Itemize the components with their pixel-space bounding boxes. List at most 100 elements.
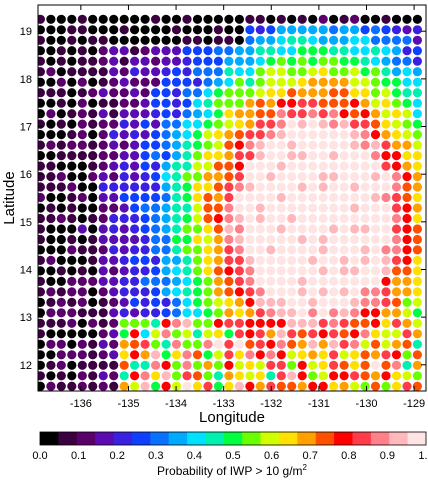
data-point: [287, 276, 297, 286]
data-point: [192, 381, 203, 391]
data-point: [350, 318, 360, 328]
data-point: [391, 224, 402, 234]
data-point: [67, 119, 77, 129]
data-point: [38, 182, 45, 192]
data-point: [391, 381, 402, 391]
data-point: [266, 203, 276, 213]
data-point: [88, 35, 98, 45]
colorbar-swatch: [95, 432, 115, 445]
x-axis: -136 -135 -134 -133 -132 -131 -130 -129: [70, 5, 425, 410]
data-point: [56, 276, 66, 286]
data-point: [308, 224, 318, 234]
data-point: [266, 14, 276, 24]
data-point: [130, 182, 140, 192]
data-point: [318, 56, 328, 66]
data-point: [370, 234, 381, 245]
data-point: [402, 329, 412, 339]
data-point: [56, 35, 66, 45]
data-point: [46, 213, 56, 224]
data-point: [266, 234, 276, 245]
data-point: [88, 371, 98, 381]
data-point: [119, 350, 129, 360]
data-point: [329, 276, 339, 286]
data-point: [402, 339, 412, 349]
data-point: [224, 329, 234, 339]
data-point: [98, 318, 108, 328]
data-point: [287, 151, 297, 161]
data-point: [182, 88, 192, 98]
data-point: [402, 192, 412, 203]
data-point: [391, 98, 402, 108]
data-point: [38, 318, 45, 328]
data-point: [255, 77, 265, 87]
data-point: [402, 109, 412, 119]
data-point: [203, 192, 213, 203]
data-point: [88, 46, 98, 56]
data-point: [119, 318, 129, 328]
data-point: [109, 14, 119, 24]
data-point: [276, 98, 286, 108]
data-point: [370, 130, 381, 140]
data-point: [98, 234, 108, 245]
data-point: [98, 182, 108, 192]
data-point: [329, 308, 339, 318]
data-point: [391, 234, 402, 245]
data-point: [276, 318, 286, 328]
data-point: [88, 14, 98, 24]
data-point: [350, 14, 360, 24]
data-point: [46, 35, 56, 45]
data-point: [402, 297, 412, 307]
data-point: [182, 360, 192, 370]
data-point: [161, 88, 171, 98]
data-point: [109, 182, 119, 192]
data-point: [370, 308, 381, 318]
data-point: [224, 25, 234, 35]
scatter-points: [38, 14, 422, 391]
data-point: [192, 151, 203, 161]
data-point: [182, 56, 192, 66]
data-point: [161, 14, 171, 24]
data-point: [318, 46, 328, 56]
data-point: [98, 224, 108, 234]
data-point: [276, 67, 286, 77]
data-point: [151, 182, 161, 192]
data-point: [98, 151, 108, 161]
data-point: [151, 360, 161, 370]
data-point: [234, 182, 244, 192]
data-point: [391, 203, 402, 213]
data-point: [203, 77, 213, 87]
data-point: [109, 213, 119, 224]
data-point: [161, 287, 171, 297]
data-point: [161, 329, 171, 339]
data-point: [318, 161, 328, 171]
data-point: [370, 14, 381, 24]
data-point: [182, 308, 192, 318]
data-point: [402, 234, 412, 245]
data-point: [67, 203, 77, 213]
data-point: [46, 371, 56, 381]
data-point: [151, 339, 161, 349]
data-point: [391, 46, 402, 56]
data-point: [287, 88, 297, 98]
data-point: [119, 245, 129, 255]
data-point: [88, 56, 98, 66]
data-point: [192, 161, 203, 171]
data-point: [130, 360, 140, 370]
data-point: [381, 25, 391, 35]
data-point: [339, 67, 349, 77]
data-point: [140, 67, 150, 77]
data-point: [171, 77, 182, 87]
data-point: [350, 119, 360, 129]
data-point: [38, 35, 45, 45]
data-point: [151, 119, 161, 129]
data-point: [56, 255, 66, 265]
data-point: [98, 381, 108, 391]
data-point: [182, 161, 192, 171]
data-point: [266, 255, 276, 265]
data-point: [412, 119, 422, 129]
data-point: [161, 182, 171, 192]
data-point: [56, 371, 66, 381]
data-point: [151, 213, 161, 224]
data-point: [161, 46, 171, 56]
